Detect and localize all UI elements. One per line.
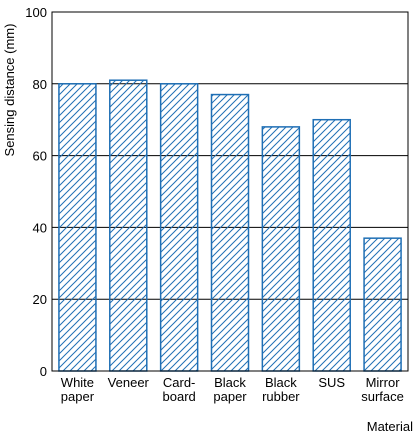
y-tick-label: 100 [25,5,47,20]
x-axis-title: Material [367,419,413,434]
x-category-label: Veneer [108,375,150,390]
bar-black-paper [210,93,250,372]
y-tick-label: 80 [33,77,47,92]
x-category-label: SUS [318,375,345,390]
plot-frame [51,11,409,372]
bar-black-rubber [261,126,301,372]
x-category-label: White paper [61,375,95,404]
x-category-label: Black rubber [262,375,300,404]
bar-card-board [159,83,199,372]
y-tick-label: 0 [40,364,47,379]
bar-white-paper [58,83,97,372]
bar-veneer [109,79,148,372]
y-tick-labels: 0 20 40 60 80 100 [25,5,47,379]
y-tick-label: 60 [33,149,47,164]
y-axis-title: Sensing distance (mm) [2,24,17,157]
bar-sus [312,118,351,372]
y-tick-label: 20 [33,292,47,307]
bars [58,79,402,372]
x-category-labels: White paper Veneer Card-board Black paper Blac… [61,375,404,404]
x-category-label: Black paper [213,375,247,404]
bar-mirror-surface [363,237,402,372]
x-category-label: Card-board [163,375,196,404]
x-category-label: Mirror surface [361,375,404,404]
y-tick-label: 40 [33,220,47,235]
